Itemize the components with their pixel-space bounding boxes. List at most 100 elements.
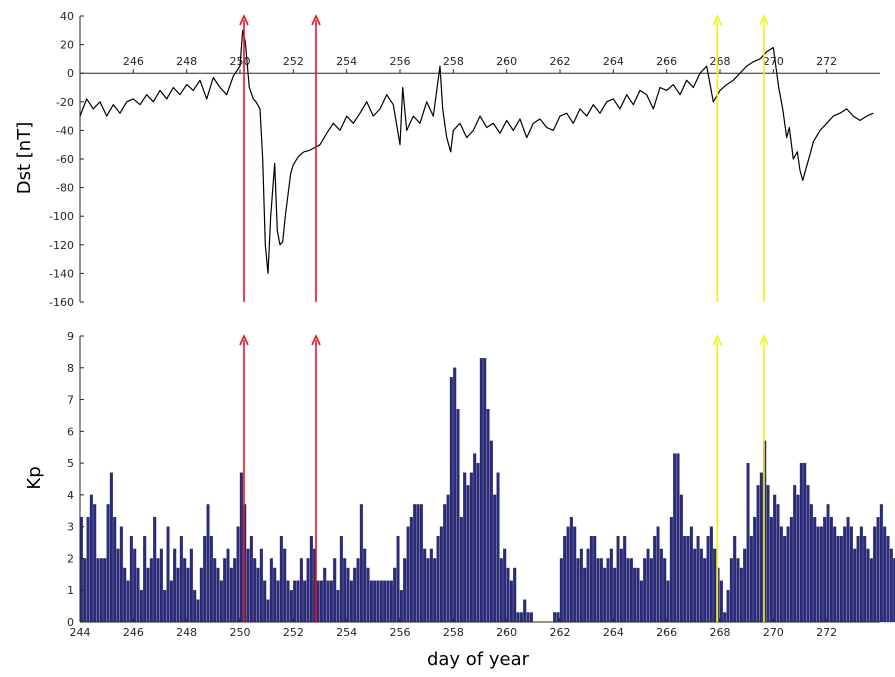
- kp-bar: [813, 516, 817, 623]
- kp-bar: [323, 567, 327, 623]
- kp-bar: [453, 367, 457, 623]
- kp-bar: [859, 526, 863, 623]
- kp-y-tick-label: 4: [67, 489, 74, 502]
- kp-bar: [603, 567, 607, 623]
- kp-bar: [649, 558, 653, 623]
- kp-bar: [776, 504, 780, 623]
- kp-bar: [316, 580, 320, 623]
- kp-bar: [889, 548, 893, 623]
- kp-bar: [373, 580, 377, 623]
- dst-y-tick-label: 0: [67, 67, 74, 80]
- kp-bar: [586, 548, 590, 623]
- kp-bar: [186, 567, 190, 623]
- kp-bar: [339, 536, 343, 623]
- kp-y-tick-label: 7: [67, 394, 74, 407]
- kp-bar: [149, 558, 153, 623]
- kp-bar: [753, 516, 757, 623]
- kp-bar: [276, 580, 280, 623]
- kp-bar: [563, 536, 567, 623]
- kp-bar: [449, 377, 453, 623]
- kp-bar: [609, 548, 613, 623]
- kp-bar: [583, 567, 587, 623]
- kp-x-tick-label: 272: [816, 626, 837, 639]
- kp-bar: [589, 536, 593, 623]
- kp-bar: [523, 599, 527, 623]
- kp-x-tick-label: 268: [710, 626, 731, 639]
- kp-bar: [689, 526, 693, 623]
- kp-bar: [879, 504, 883, 623]
- kp-bar: [613, 567, 617, 623]
- kp-x-tick-label: 264: [603, 626, 624, 639]
- kp-bar: [459, 516, 463, 623]
- kp-bar: [139, 590, 143, 623]
- kp-bar: [836, 536, 840, 623]
- kp-bar: [203, 536, 207, 623]
- kp-bar: [336, 590, 340, 623]
- kp-bar: [356, 558, 360, 623]
- kp-bar: [249, 536, 253, 623]
- kp-panel: 0 1 2 3 4 5 6 7 8 9 244 246 248 250 252 254 256 258 260 262…: [67, 330, 895, 639]
- kp-bar: [393, 567, 397, 623]
- kp-bar: [159, 548, 163, 623]
- kp-bar: [266, 599, 270, 623]
- kp-bar: [606, 558, 610, 623]
- kp-bar: [483, 358, 487, 623]
- kp-bar: [829, 516, 833, 623]
- kp-bar: [506, 567, 510, 623]
- kp-bar: [299, 558, 303, 623]
- kp-bar: [143, 536, 147, 623]
- kp-bar: [726, 590, 730, 623]
- kp-bar: [153, 516, 157, 623]
- kp-bar: [659, 548, 663, 623]
- kp-bar: [766, 485, 770, 623]
- kp-bar: [466, 485, 470, 623]
- kp-bar: [383, 580, 387, 623]
- kp-bar: [329, 580, 333, 623]
- dst-x-tick-label: 272: [816, 55, 837, 68]
- kp-bar: [556, 612, 560, 623]
- kp-bar: [786, 526, 790, 623]
- kp-bar: [216, 567, 220, 623]
- kp-bar: [739, 567, 743, 623]
- kp-bar: [849, 526, 853, 623]
- kp-bar: [703, 558, 707, 623]
- kp-bar: [596, 558, 600, 623]
- kp-bar: [573, 526, 577, 623]
- kp-bar: [559, 558, 563, 623]
- kp-event-arrow-1-head: [311, 334, 321, 346]
- kp-bar: [156, 558, 160, 623]
- dst-x-tick-label: 260: [496, 55, 517, 68]
- kp-event-arrow-2-head: [712, 334, 723, 346]
- kp-bar: [109, 472, 113, 623]
- kp-bar: [886, 536, 890, 623]
- kp-bar: [439, 526, 443, 623]
- dst-y-tick-label: -40: [56, 124, 74, 137]
- kp-bar: [246, 548, 250, 623]
- kp-bar: [369, 580, 373, 623]
- kp-x-tick-label: 244: [70, 626, 91, 639]
- kp-bar: [366, 567, 370, 623]
- kp-bar: [516, 612, 520, 623]
- kp-bar: [663, 558, 667, 623]
- kp-bar: [816, 526, 820, 623]
- kp-bar: [736, 558, 740, 623]
- kp-bar: [799, 462, 803, 623]
- dst-y-tick-label: -80: [56, 182, 74, 195]
- kp-bar: [593, 536, 597, 623]
- kp-bar: [783, 536, 787, 623]
- dst-x-tick-label: 256: [390, 55, 411, 68]
- dst-y-tick-label: -120: [49, 239, 74, 252]
- kp-y-axis-label: Kp: [24, 466, 45, 489]
- dst-y-tick-label: 40: [60, 10, 74, 23]
- dst-y-tick-label: 20: [60, 39, 74, 52]
- kp-bar: [616, 536, 620, 623]
- kp-x-tick-label: 256: [390, 626, 411, 639]
- kp-bar: [253, 558, 257, 623]
- kp-bar: [513, 567, 517, 623]
- kp-bar: [239, 472, 243, 623]
- kp-bar: [519, 612, 523, 623]
- kp-bar: [413, 504, 417, 623]
- kp-bar: [126, 580, 130, 623]
- kp-bar: [303, 580, 307, 623]
- kp-bar: [779, 526, 783, 623]
